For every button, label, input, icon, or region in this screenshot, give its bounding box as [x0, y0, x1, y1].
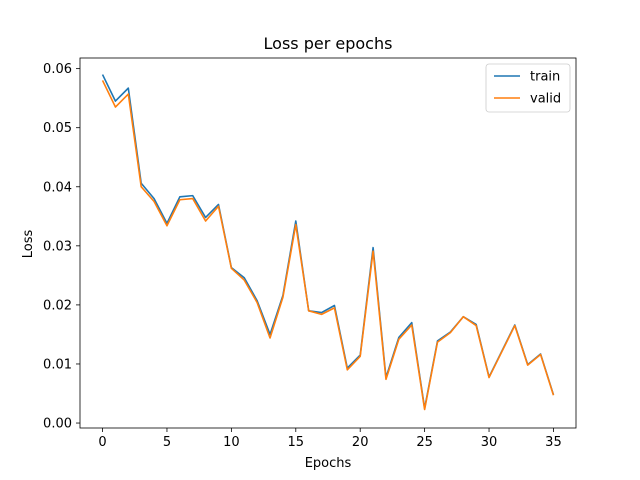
- y-axis-label: Loss: [21, 230, 36, 259]
- y-tick-label: 0.06: [43, 62, 72, 77]
- y-tick-label: 0.04: [43, 180, 72, 195]
- legend: train valid: [485, 63, 571, 113]
- x-tick-label: 5: [163, 435, 171, 450]
- x-tick-label: 20: [352, 435, 369, 450]
- plot-frame: [79, 57, 577, 429]
- x-tick-label: 15: [288, 435, 305, 450]
- y-axis: 0.00 0.01 0.02 0.03 0.04 0.05 0.06: [43, 62, 80, 432]
- y-tick-label: 0.02: [43, 298, 72, 313]
- y-tick-label: 0.00: [43, 417, 72, 432]
- x-axis: 0 5 10 15 20 25 30 35: [98, 428, 562, 450]
- x-tick-label: 0: [98, 435, 106, 450]
- x-tick-label: 30: [481, 435, 498, 450]
- series-line-valid: [101, 80, 555, 411]
- y-tick-label: 0.03: [43, 239, 72, 254]
- legend-label-valid: valid: [530, 92, 561, 107]
- x-tick-label: 35: [545, 435, 562, 450]
- chart-title: Loss per epochs: [264, 34, 393, 53]
- x-tick-label: 10: [223, 435, 240, 450]
- plot-area: [79, 57, 577, 429]
- series-layer: [101, 74, 555, 411]
- legend-label-train: train: [530, 70, 560, 85]
- y-tick-label: 0.01: [43, 357, 72, 372]
- x-axis-label: Epochs: [305, 456, 352, 471]
- y-tick-label: 0.05: [43, 121, 72, 136]
- x-tick-label: 25: [416, 435, 433, 450]
